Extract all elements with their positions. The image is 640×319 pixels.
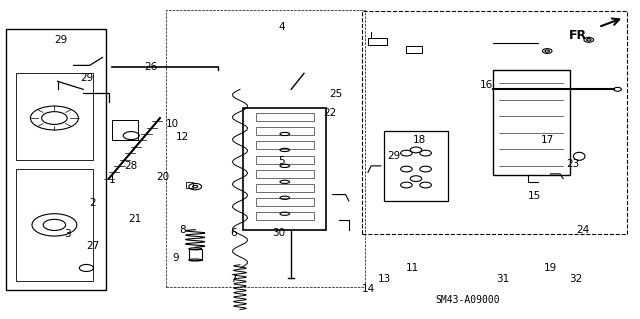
Text: 26: 26 bbox=[144, 62, 157, 72]
Text: 5: 5 bbox=[278, 156, 285, 166]
Bar bbox=[256, 184, 314, 192]
Text: 31: 31 bbox=[496, 274, 509, 284]
Text: 16: 16 bbox=[480, 79, 493, 90]
Text: 7: 7 bbox=[230, 274, 237, 284]
Text: SM43-A09000: SM43-A09000 bbox=[435, 295, 499, 305]
Bar bbox=[256, 156, 314, 164]
Bar bbox=[256, 212, 314, 220]
Text: 13: 13 bbox=[378, 274, 390, 284]
Text: 25: 25 bbox=[330, 89, 342, 99]
Bar bbox=[112, 120, 138, 140]
Text: 4: 4 bbox=[278, 22, 285, 32]
Text: 17: 17 bbox=[541, 135, 554, 145]
Text: 30: 30 bbox=[272, 228, 285, 238]
Text: 29: 29 bbox=[387, 151, 400, 161]
Text: 19: 19 bbox=[544, 263, 557, 273]
Bar bbox=[493, 70, 570, 175]
Text: 1: 1 bbox=[109, 175, 115, 185]
Text: 32: 32 bbox=[570, 274, 582, 284]
Bar bbox=[243, 108, 326, 230]
Text: 11: 11 bbox=[406, 263, 419, 273]
Text: 14: 14 bbox=[362, 284, 374, 294]
Text: 23: 23 bbox=[566, 159, 579, 169]
Text: 27: 27 bbox=[86, 241, 99, 251]
Text: 28: 28 bbox=[125, 161, 138, 171]
Text: 29: 29 bbox=[80, 73, 93, 83]
Bar bbox=[256, 142, 314, 150]
Text: 10: 10 bbox=[166, 119, 179, 130]
Text: 20: 20 bbox=[157, 172, 170, 182]
Bar bbox=[362, 11, 627, 234]
Bar bbox=[384, 131, 448, 201]
Text: 22: 22 bbox=[323, 108, 336, 118]
Bar bbox=[256, 113, 314, 121]
Bar bbox=[186, 182, 193, 188]
Bar bbox=[256, 198, 314, 206]
Bar bbox=[16, 73, 93, 160]
Text: 18: 18 bbox=[413, 135, 426, 145]
Bar bbox=[368, 38, 387, 45]
Bar bbox=[406, 46, 422, 53]
Text: 24: 24 bbox=[576, 225, 589, 235]
Text: 29: 29 bbox=[54, 35, 67, 45]
Bar bbox=[16, 169, 93, 281]
Bar bbox=[189, 249, 202, 260]
Text: 2: 2 bbox=[90, 197, 96, 208]
Bar bbox=[256, 127, 314, 135]
Text: 6: 6 bbox=[230, 228, 237, 238]
Text: 15: 15 bbox=[528, 191, 541, 201]
Bar bbox=[256, 170, 314, 178]
Text: 21: 21 bbox=[128, 213, 141, 224]
Text: 9: 9 bbox=[173, 253, 179, 263]
Text: FR.: FR. bbox=[569, 29, 592, 42]
Text: 8: 8 bbox=[179, 225, 186, 235]
Text: 3: 3 bbox=[64, 229, 70, 240]
Text: 12: 12 bbox=[176, 132, 189, 142]
Bar bbox=[6, 29, 106, 290]
Bar bbox=[166, 10, 365, 287]
